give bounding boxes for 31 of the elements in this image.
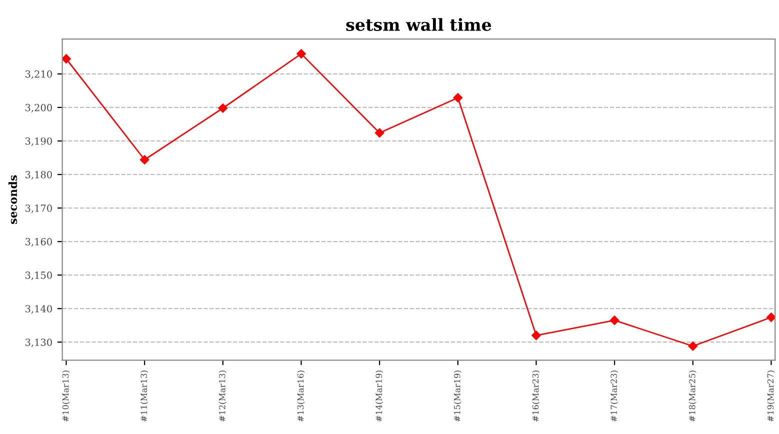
- y-tick-label: 3,180: [26, 170, 52, 180]
- x-tick-label: #10(Mar13): [62, 370, 70, 422]
- x-tick-label: #12(Mar13): [218, 370, 226, 422]
- y-tick-label: 3,130: [26, 338, 52, 348]
- y-tick-label: 3,170: [26, 204, 52, 214]
- point: [688, 342, 698, 351]
- point: [766, 312, 776, 322]
- point: [610, 316, 620, 325]
- point: [453, 93, 462, 102]
- y-tick-label: 3,210: [26, 70, 52, 79]
- point: [62, 54, 71, 64]
- point: [296, 49, 306, 58]
- y-axis-title: seconds: [8, 175, 18, 224]
- x-tick-label: #18(Mar25): [688, 370, 696, 422]
- x-tick-label: #11(Mar13): [140, 370, 148, 422]
- y-tick-label: 3,160: [26, 238, 52, 247]
- chart-title: setsm wall time: [346, 18, 492, 31]
- x-tick-label: #15(Mar19): [454, 370, 462, 422]
- point: [218, 103, 228, 113]
- x-tick-label: #14(Mar19): [376, 370, 384, 422]
- x-tick-label: #16(Mar23): [532, 370, 540, 422]
- y-tick-label: 3,140: [26, 305, 52, 314]
- point: [532, 330, 541, 340]
- x-tick-label: #19(Mar27): [767, 370, 775, 422]
- point: [140, 155, 150, 164]
- y-tick-label: 3,200: [26, 104, 52, 112]
- x-tick-label: #13(Mar16): [297, 370, 305, 422]
- point: [374, 128, 384, 138]
- x-tick-label: #17(Mar23): [610, 370, 618, 422]
- y-tick-label: 3,150: [26, 272, 52, 280]
- y-tick-label: 3,190: [26, 137, 52, 146]
